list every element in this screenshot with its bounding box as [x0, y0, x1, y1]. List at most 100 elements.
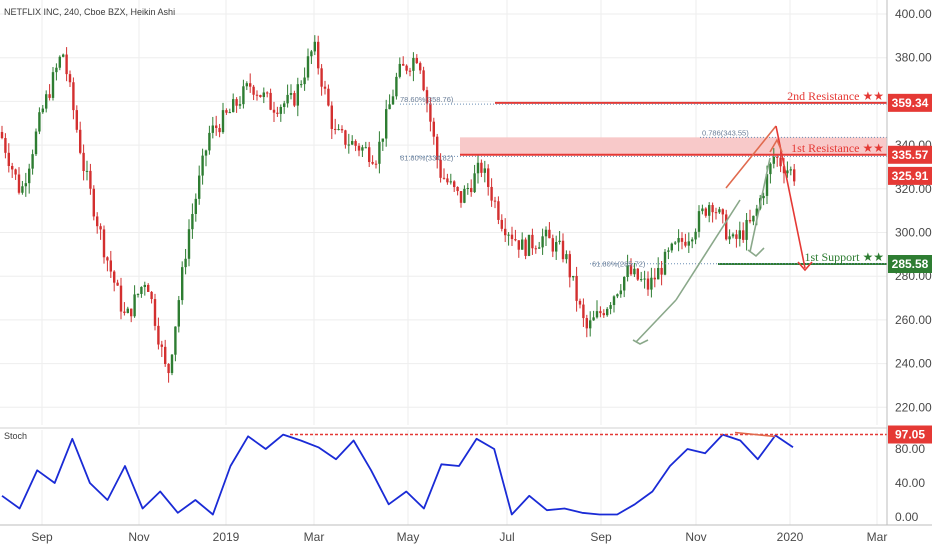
price-tag-label: 359.34: [892, 96, 929, 110]
candle-body: [286, 94, 289, 104]
candle-body: [432, 121, 435, 137]
candle-body: [786, 170, 789, 174]
candle-body: [218, 127, 221, 133]
candle-body: [487, 168, 490, 187]
candle-body: [415, 57, 418, 64]
candle-body: [555, 242, 558, 252]
candle-body: [228, 112, 231, 114]
candle-body: [191, 213, 194, 230]
candle-body: [490, 186, 493, 201]
candle-body: [133, 294, 136, 317]
candle-body: [269, 92, 272, 110]
level-lines: 2nd Resistance ★★ 1st Resistance ★★ 1st Su…: [400, 89, 887, 269]
candle-body: [371, 162, 374, 164]
swing-line: [749, 157, 771, 253]
time-tick-label: 2019: [213, 530, 240, 544]
candle-body: [453, 181, 456, 188]
candle-body: [721, 209, 724, 215]
candle-body: [266, 92, 269, 94]
candle-body: [708, 205, 711, 216]
swing-marker: [747, 247, 765, 258]
candle-body: [551, 238, 554, 252]
candle-body: [150, 291, 153, 300]
candle-body: [684, 241, 687, 246]
swing-line: [635, 299, 677, 343]
time-tick-label: Nov: [685, 530, 706, 544]
candle-body: [606, 308, 609, 316]
candle-body: [439, 159, 442, 178]
candle-body: [204, 150, 208, 156]
candle-body: [789, 169, 792, 171]
candle-body: [201, 155, 204, 176]
candle-body: [446, 178, 449, 183]
price-tag: [888, 93, 932, 112]
candle-body: [599, 311, 602, 314]
candle-body: [742, 230, 745, 240]
candle-body: [381, 138, 384, 142]
candle-body: [245, 83, 248, 87]
time-tick-label: 2020: [777, 530, 804, 544]
candle-body: [697, 211, 701, 232]
candle-body: [701, 208, 704, 212]
candle-body: [0, 131, 4, 139]
candle-body: [123, 311, 126, 313]
candle-body: [408, 70, 412, 72]
candle-body: [306, 56, 310, 78]
candle-body: [616, 294, 619, 297]
price-tick-label: 260.00: [895, 313, 932, 327]
candle-body: [470, 187, 473, 193]
candle-body: [368, 147, 371, 163]
candle-body: [157, 325, 160, 345]
candle-body: [385, 109, 388, 139]
candle-body: [725, 214, 728, 240]
candle-body: [109, 260, 112, 272]
candle-body: [667, 250, 670, 252]
projection-arrowhead: [769, 138, 783, 153]
candle-body: [765, 174, 769, 196]
candle-body: [463, 188, 466, 203]
candle-body: [21, 186, 24, 193]
price-tag-label: 285.58: [892, 257, 929, 271]
level-label: 1st Resistance ★★: [791, 141, 884, 155]
candle-body: [89, 170, 92, 189]
candle-body: [629, 265, 633, 275]
candle-body: [126, 308, 129, 313]
candle-body: [476, 162, 480, 174]
candle-body: [548, 229, 551, 239]
divergence-line: [734, 431, 776, 438]
candle-body: [96, 216, 99, 227]
candle-body: [174, 326, 177, 355]
candle-body: [255, 94, 259, 96]
candle-body: [72, 82, 75, 111]
price-tick-label: 380.00: [895, 51, 932, 65]
candle-body: [7, 152, 10, 167]
candle-body: [31, 154, 34, 169]
candle-body: [558, 240, 561, 243]
candle-body: [674, 242, 677, 244]
price-tag-label: 335.57: [892, 148, 929, 162]
candle-body: [211, 125, 214, 133]
candle-body: [378, 141, 381, 164]
candle-body: [354, 141, 357, 146]
candle-body: [425, 90, 429, 104]
candle-body: [782, 166, 786, 174]
candle-body: [585, 318, 588, 329]
candle-body: [45, 94, 48, 109]
candle-body: [48, 94, 51, 98]
candle-body: [187, 229, 191, 259]
candle-body: [514, 239, 517, 241]
stoch-line: [1, 433, 794, 516]
candle-body: [140, 286, 143, 294]
candle-body: [602, 313, 605, 316]
candle-body: [755, 208, 758, 216]
candle-body: [289, 93, 293, 95]
candle-body: [249, 83, 252, 87]
candle-body: [14, 169, 17, 175]
chart-title: NETFLIX INC, 240, Cboe BZX, Heikin Ashi: [4, 7, 175, 17]
candle-body: [748, 219, 752, 222]
candle-body: [714, 212, 718, 214]
candle-body: [483, 168, 486, 173]
candle-body: [500, 219, 503, 229]
price-tag: [888, 166, 932, 185]
candle-body: [731, 234, 735, 237]
